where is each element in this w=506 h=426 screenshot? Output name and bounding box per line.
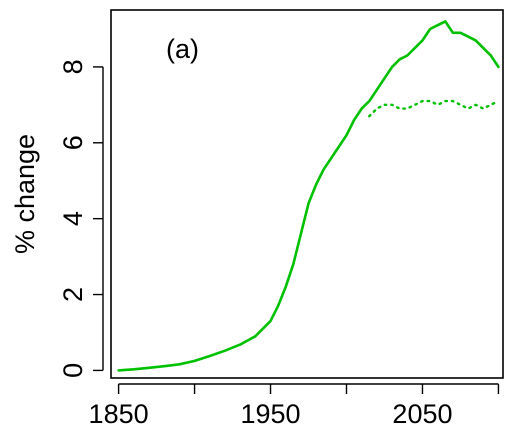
y-tick-label: 8 [58, 59, 88, 74]
y-tick-label: 4 [58, 211, 88, 226]
axes-layer: 1850 1950 2050 0 2 4 6 8 [58, 59, 500, 426]
y-tick-label: 2 [58, 287, 88, 302]
x-tick-label: 1950 [240, 399, 300, 426]
x-tick-label: 1850 [89, 399, 149, 426]
x-tick-label: 2050 [392, 399, 452, 426]
series-line-solid [117, 20, 500, 372]
y-axis-label: % change [10, 134, 40, 254]
panel-label: (a) [166, 34, 199, 64]
plot-frame [110, 9, 504, 379]
series-line-dotted [368, 99, 500, 118]
series-layer [117, 20, 500, 372]
y-tick-label: 6 [58, 135, 88, 150]
y-tick-label: 0 [58, 363, 88, 378]
